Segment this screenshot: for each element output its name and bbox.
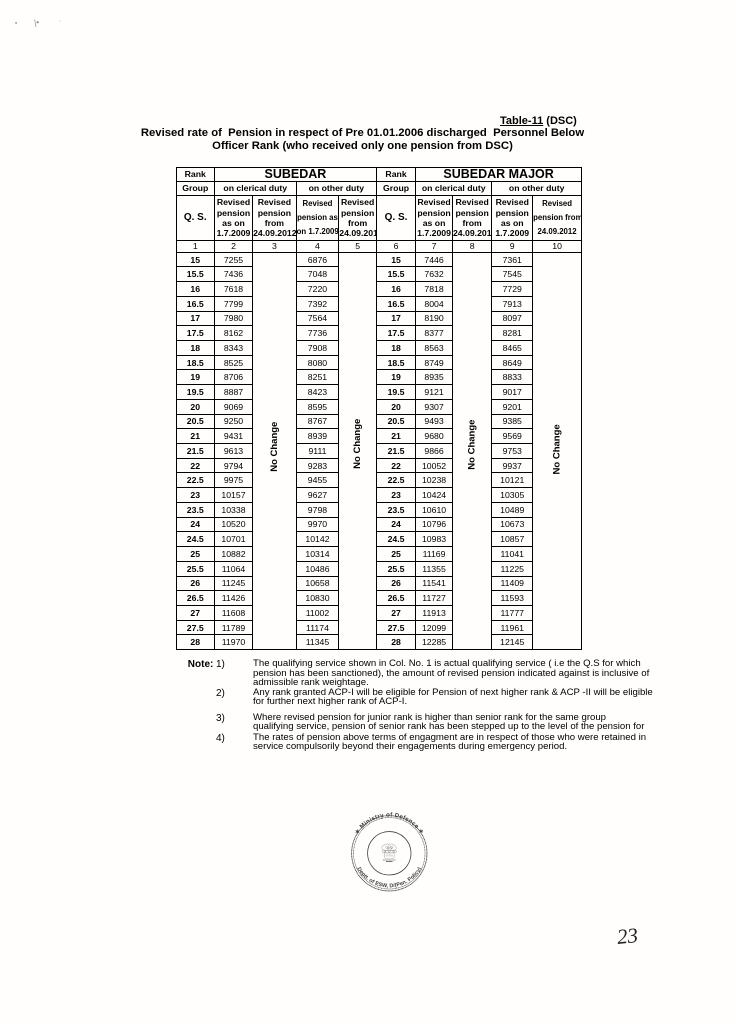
svg-text:∗ Ministry of Defence ∗: ∗ Ministry of Defence ∗: [354, 812, 426, 836]
svg-text:Deptt. of ESW, D/(Pen. Policy): Deptt. of ESW, D/(Pen. Policy): [356, 866, 424, 889]
